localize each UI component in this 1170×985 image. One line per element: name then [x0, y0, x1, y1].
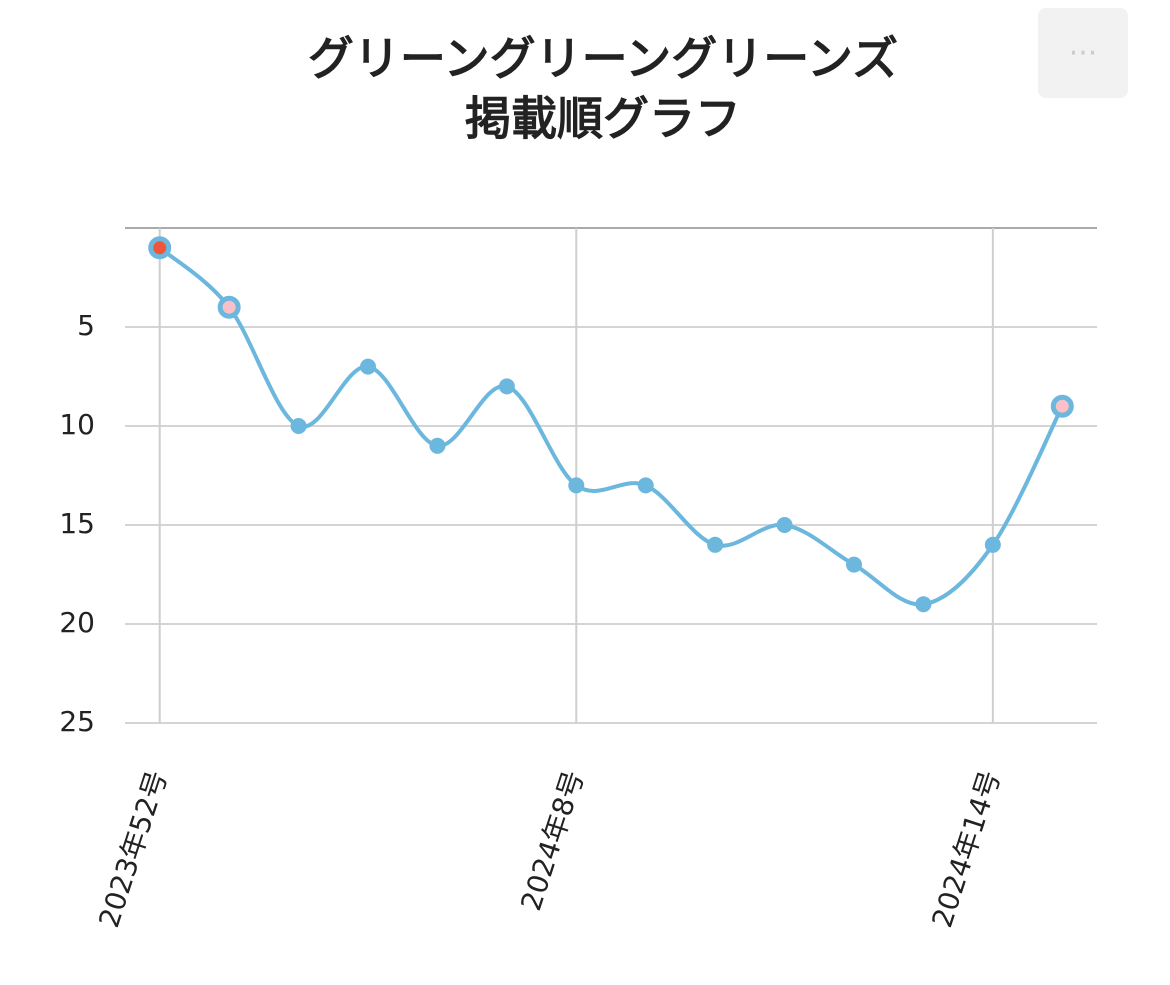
point	[637, 477, 654, 494]
point	[360, 358, 376, 375]
menu-button[interactable]: ···	[1038, 8, 1128, 98]
y-tick-label: 10	[59, 408, 95, 441]
point	[984, 536, 1001, 553]
y-tick-label: 5	[77, 309, 95, 342]
y-tick-label: 25	[59, 705, 95, 738]
point	[846, 556, 862, 573]
x-tick-label: 2024年14号	[925, 766, 1007, 931]
point	[568, 477, 585, 494]
point	[776, 517, 793, 533]
point	[290, 418, 307, 434]
y-tick-label: 20	[59, 606, 95, 639]
x-tick-label: 2024年8号	[514, 766, 590, 914]
point	[707, 536, 724, 553]
point	[217, 295, 241, 319]
chart-title: グリーングリーングリーンズ	[308, 32, 898, 86]
chart-title: 掲載順グラフ	[465, 92, 741, 146]
y-tick-label: 15	[59, 507, 95, 540]
point	[915, 596, 932, 613]
point	[148, 236, 172, 260]
point	[498, 378, 515, 395]
point	[1050, 394, 1074, 418]
point	[429, 437, 446, 454]
x-tick-label: 2023年52号	[92, 766, 174, 931]
